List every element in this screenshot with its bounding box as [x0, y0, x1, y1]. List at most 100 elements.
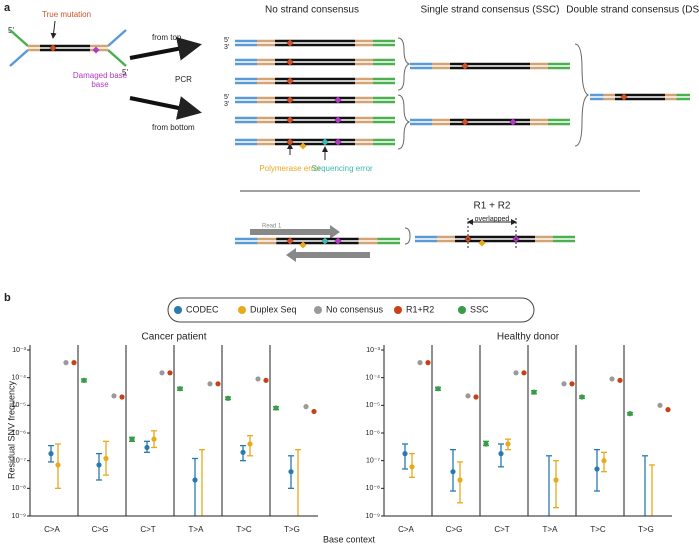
y-tick-label: 10⁻⁶ [366, 430, 380, 437]
damage [92, 46, 100, 54]
data-point [513, 370, 519, 376]
data-point [81, 377, 87, 383]
x-axis-label: Base context [323, 534, 376, 544]
panel-label: a [4, 2, 11, 14]
data-point [240, 449, 246, 455]
mutation [286, 96, 294, 104]
arrow [129, 36, 202, 61]
mutation [461, 118, 469, 126]
data-point [617, 377, 623, 383]
label: Polymerase error [259, 164, 321, 173]
label: R1 + R2 [474, 201, 511, 212]
data-point [151, 436, 157, 442]
chart-title: Healthy donor [497, 332, 560, 343]
brace [404, 227, 411, 245]
mutation [286, 138, 294, 146]
label: 3' [224, 101, 229, 108]
x-tick-label: C>T [494, 525, 509, 534]
panel-label: b [4, 292, 11, 304]
x-tick-label: C>A [398, 525, 414, 534]
label: Damaged base [73, 71, 128, 80]
plot [48, 360, 317, 516]
data-point [119, 394, 125, 400]
brace [397, 94, 411, 150]
header: Single strand consensus (SSC) [421, 5, 560, 16]
y-tick-label: 10⁻⁹ [12, 513, 26, 520]
data-point [425, 360, 431, 366]
data-point [192, 477, 198, 483]
data-point [167, 370, 173, 376]
strand-segment [9, 49, 29, 67]
legend-label: SSC [470, 304, 489, 314]
y-tick-label: 10⁻⁷ [12, 458, 26, 465]
data-point [546, 541, 551, 546]
x-tick-label: C>T [140, 525, 155, 534]
data-point [311, 408, 317, 415]
label: PCR [175, 75, 192, 84]
data-point [505, 441, 511, 447]
data-point [473, 394, 479, 400]
mutation [286, 39, 294, 47]
data-point [561, 381, 567, 387]
legend-swatch [458, 306, 466, 314]
label: 5' [122, 68, 128, 77]
y-tick-label: 10⁻⁸ [12, 485, 26, 492]
x-tick-label: T>A [189, 525, 205, 534]
data-point [215, 381, 221, 387]
strand-segment [107, 49, 127, 67]
seq-error [321, 138, 329, 146]
damage [334, 237, 342, 245]
data-point [521, 370, 527, 376]
label: Sequencing error [311, 164, 373, 173]
label: Read 1 [262, 224, 282, 230]
data-point [657, 402, 663, 408]
data-point [402, 451, 408, 457]
header: Double strand consensus (DSC) [566, 5, 699, 16]
mutation [461, 62, 469, 70]
x-tick-label: T>G [638, 525, 654, 534]
data-point [569, 381, 575, 387]
data-point [553, 477, 559, 483]
y-tick-label: 10⁻⁵ [12, 402, 26, 409]
data-point [255, 376, 261, 382]
y-tick-label: 10⁻⁵ [366, 402, 380, 409]
data-point [273, 405, 279, 411]
data-point [594, 466, 600, 472]
strands [9, 29, 690, 250]
damage [334, 116, 342, 124]
label: 3' [224, 44, 229, 51]
data-point [579, 394, 585, 400]
label: from top [152, 33, 182, 42]
brace [574, 43, 590, 147]
legend-label: CODEC [186, 304, 219, 314]
x-tick-label: T>A [543, 525, 559, 534]
data-point [649, 541, 654, 546]
data-point [96, 462, 102, 468]
legend-box [167, 297, 535, 323]
y-tick-label: 10⁻⁹ [366, 513, 380, 520]
y-tick-label: 10⁻⁶ [12, 430, 26, 437]
data-point [627, 411, 633, 417]
data-point [417, 360, 423, 366]
data-point [177, 386, 183, 392]
label: True mutation [42, 10, 91, 19]
data-point [71, 360, 77, 366]
seq-error [321, 237, 329, 245]
legend-swatch [314, 306, 322, 314]
x-tick-label: T>C [236, 525, 252, 534]
label: 5' [224, 94, 229, 101]
data-point [531, 389, 537, 395]
x-tick-label: T>G [284, 525, 300, 534]
data-point [247, 441, 253, 447]
data-point [457, 477, 463, 483]
data-point [225, 395, 231, 401]
read-arrow [250, 225, 340, 239]
legend-swatch [174, 306, 182, 314]
plot [402, 360, 680, 546]
data-point [144, 444, 150, 451]
mutation [620, 93, 628, 101]
data-point [288, 469, 294, 475]
data-point [675, 441, 680, 446]
y-tick-label: 10⁻³ [12, 347, 26, 354]
